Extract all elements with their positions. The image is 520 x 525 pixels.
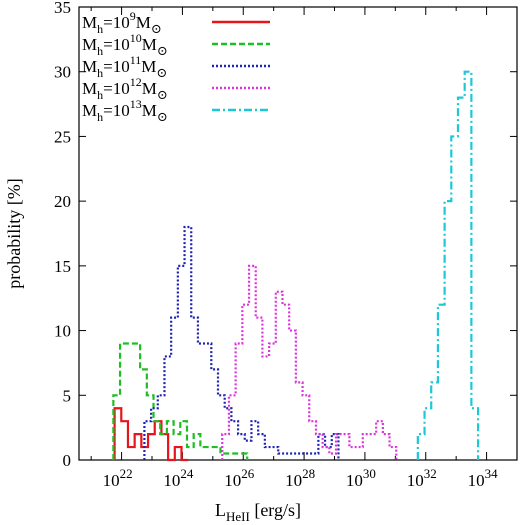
y-tick-label: 35 — [54, 0, 71, 17]
x-tick-label-base: 10 — [346, 471, 363, 490]
legend-label-part: ⊙ — [157, 87, 168, 102]
x-tick-label-base: 10 — [468, 471, 485, 490]
legend-label-part: 11 — [130, 53, 142, 67]
legend-label-part: M — [82, 57, 97, 76]
legend-label-part: ⊙ — [157, 109, 168, 124]
legend-label-part: M — [82, 79, 97, 98]
legend-label-part: 13 — [130, 97, 142, 111]
series-5-line — [416, 70, 480, 460]
y-tick-label: 20 — [54, 192, 71, 211]
series-4-line — [221, 264, 398, 460]
series-2-line — [112, 342, 249, 460]
legend-label-part: h — [97, 22, 103, 36]
legend-label-5: Mh=1013M⊙ — [82, 97, 168, 124]
x-tick-label-base: 10 — [163, 471, 180, 490]
legend-label-part: M — [136, 13, 151, 32]
legend-label-part: M — [141, 57, 156, 76]
x-tick-label: 1026 — [224, 466, 255, 490]
legend-label-part: 10 — [130, 31, 142, 45]
x-tick-label: 1022 — [103, 466, 133, 490]
legend-label-part: 9 — [130, 9, 136, 23]
legend-label-part: ⊙ — [151, 21, 162, 36]
x-tick-label-exp: 34 — [485, 466, 499, 481]
legend-label-2: Mh=1010M⊙ — [82, 31, 168, 58]
series-1-line — [113, 407, 189, 462]
x-tick-label-base: 10 — [103, 471, 120, 490]
x-tick-label-base: 10 — [285, 471, 302, 490]
series-3-line — [143, 225, 340, 460]
legend-label-part: h — [97, 88, 103, 102]
legend-label-part: h — [97, 66, 103, 80]
legend-label-part: M — [142, 35, 157, 54]
legend-label-part: =10 — [103, 101, 130, 120]
legend-label-part: =10 — [103, 13, 130, 32]
legend-label-part: M — [142, 101, 157, 120]
y-tick-label: 5 — [63, 386, 72, 405]
x-tick-label-base: 10 — [224, 471, 241, 490]
legend-label-part: h — [97, 44, 103, 58]
legend-label-part: M — [82, 35, 97, 54]
x-tick-label: 1034 — [468, 466, 499, 490]
y-axis-title: probability [%] — [4, 178, 24, 288]
x-tick-label: 1028 — [285, 466, 315, 490]
x-tick-label-exp: 32 — [424, 466, 437, 481]
series-layer — [112, 70, 480, 462]
legend-label-3: Mh=1011M⊙ — [82, 53, 167, 80]
legend-label-part: =10 — [103, 35, 130, 54]
y-tick-label: 30 — [54, 63, 71, 82]
legend-label-1: Mh=109M⊙ — [82, 9, 162, 36]
legend-label-4: Mh=1012M⊙ — [82, 75, 168, 102]
y-tick-label: 25 — [54, 127, 71, 146]
legend-label-part: ⊙ — [156, 65, 167, 80]
x-tick-label-exp: 22 — [120, 466, 133, 481]
plot-frame — [78, 6, 518, 461]
legend-label-part: =10 — [103, 79, 130, 98]
x-tick-label-exp: 26 — [241, 466, 255, 481]
x-axis-title: LHeII [erg/s] — [215, 500, 301, 524]
legend-label-part: 12 — [130, 75, 142, 89]
x-tick-label: 1030 — [346, 466, 376, 490]
legend-label-part: M — [82, 101, 97, 120]
legend-label-part: ⊙ — [157, 43, 168, 58]
x-axis-title-sub: HeII — [226, 509, 250, 524]
y-tick-label: 15 — [54, 257, 71, 276]
legend-label-part: h — [97, 110, 103, 124]
x-tick-label: 1032 — [407, 466, 437, 490]
x-axis-title-unit: [erg/s] — [250, 500, 301, 520]
x-tick-label-exp: 28 — [302, 466, 315, 481]
x-tick-label-exp: 30 — [363, 466, 376, 481]
legend: Mh=109M⊙Mh=1010M⊙Mh=1011M⊙Mh=1012M⊙Mh=10… — [82, 9, 270, 124]
x-tick-label-base: 10 — [407, 471, 424, 490]
y-tick-label: 10 — [54, 322, 71, 341]
x-axis-title-main: L — [215, 500, 226, 520]
y-tick-label: 0 — [63, 451, 72, 470]
legend-label-part: M — [82, 13, 97, 32]
x-tick-label-exp: 24 — [180, 466, 194, 481]
legend-label-part: M — [142, 79, 157, 98]
legend-label-part: =10 — [103, 57, 130, 76]
x-tick-label: 1024 — [163, 466, 194, 490]
